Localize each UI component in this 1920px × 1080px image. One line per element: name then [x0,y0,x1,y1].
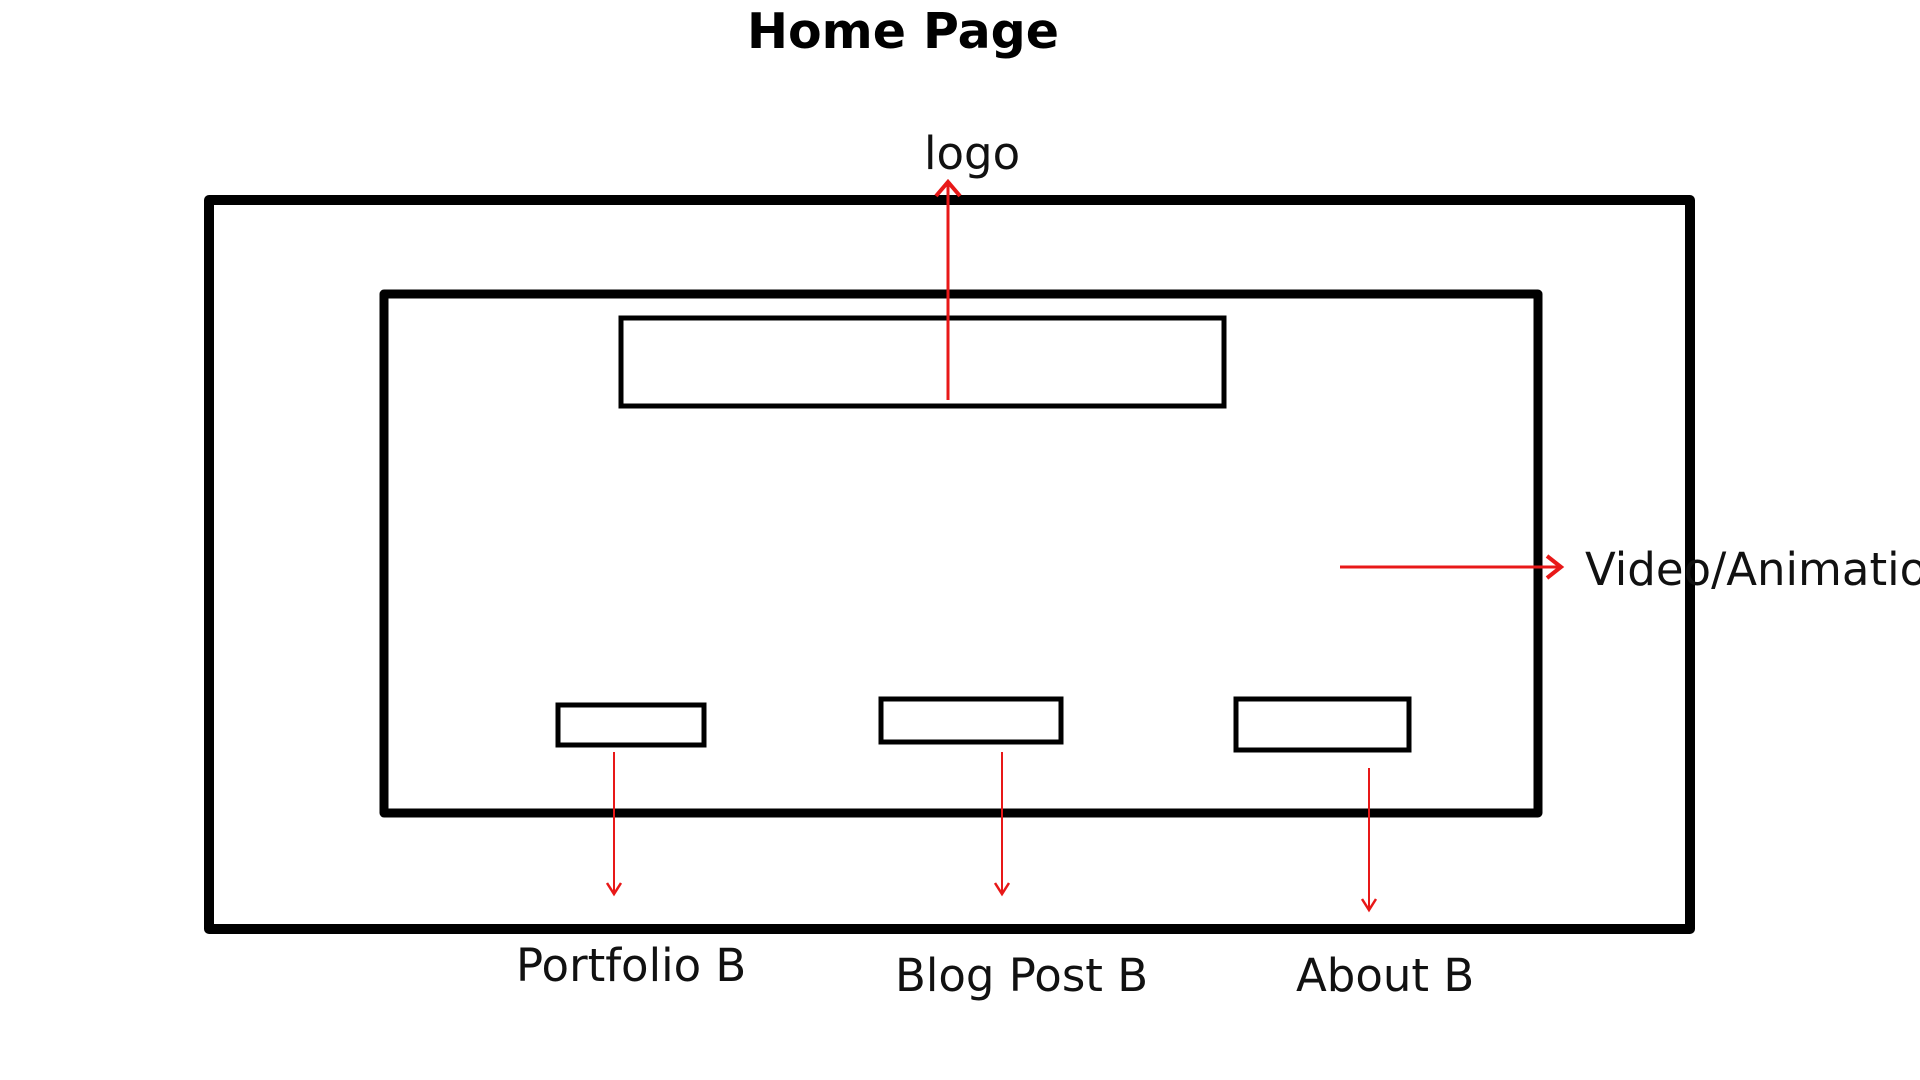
blog-post-button-label: Blog Post B [895,949,1149,1002]
blog-post-button-placeholder [878,696,1064,745]
portfolio-arrowhead [605,882,623,897]
page-title: Home Page [747,3,1059,60]
logo-arrowhead [934,178,962,198]
video-animation-label: Video/Animation [1585,543,1920,596]
portfolio-button-placeholder [555,702,707,748]
about-arrowhead [1360,898,1378,913]
logo-label: logo [924,127,1021,180]
hero-video-frame [379,289,1543,818]
logo-placeholder-box [618,315,1227,409]
portfolio-button-label: Portfolio B [516,939,747,992]
about-button-label: About B [1296,949,1475,1002]
about-button-placeholder [1233,696,1412,753]
video-arrowhead [1545,554,1565,580]
blog-post-arrowhead [993,882,1011,897]
